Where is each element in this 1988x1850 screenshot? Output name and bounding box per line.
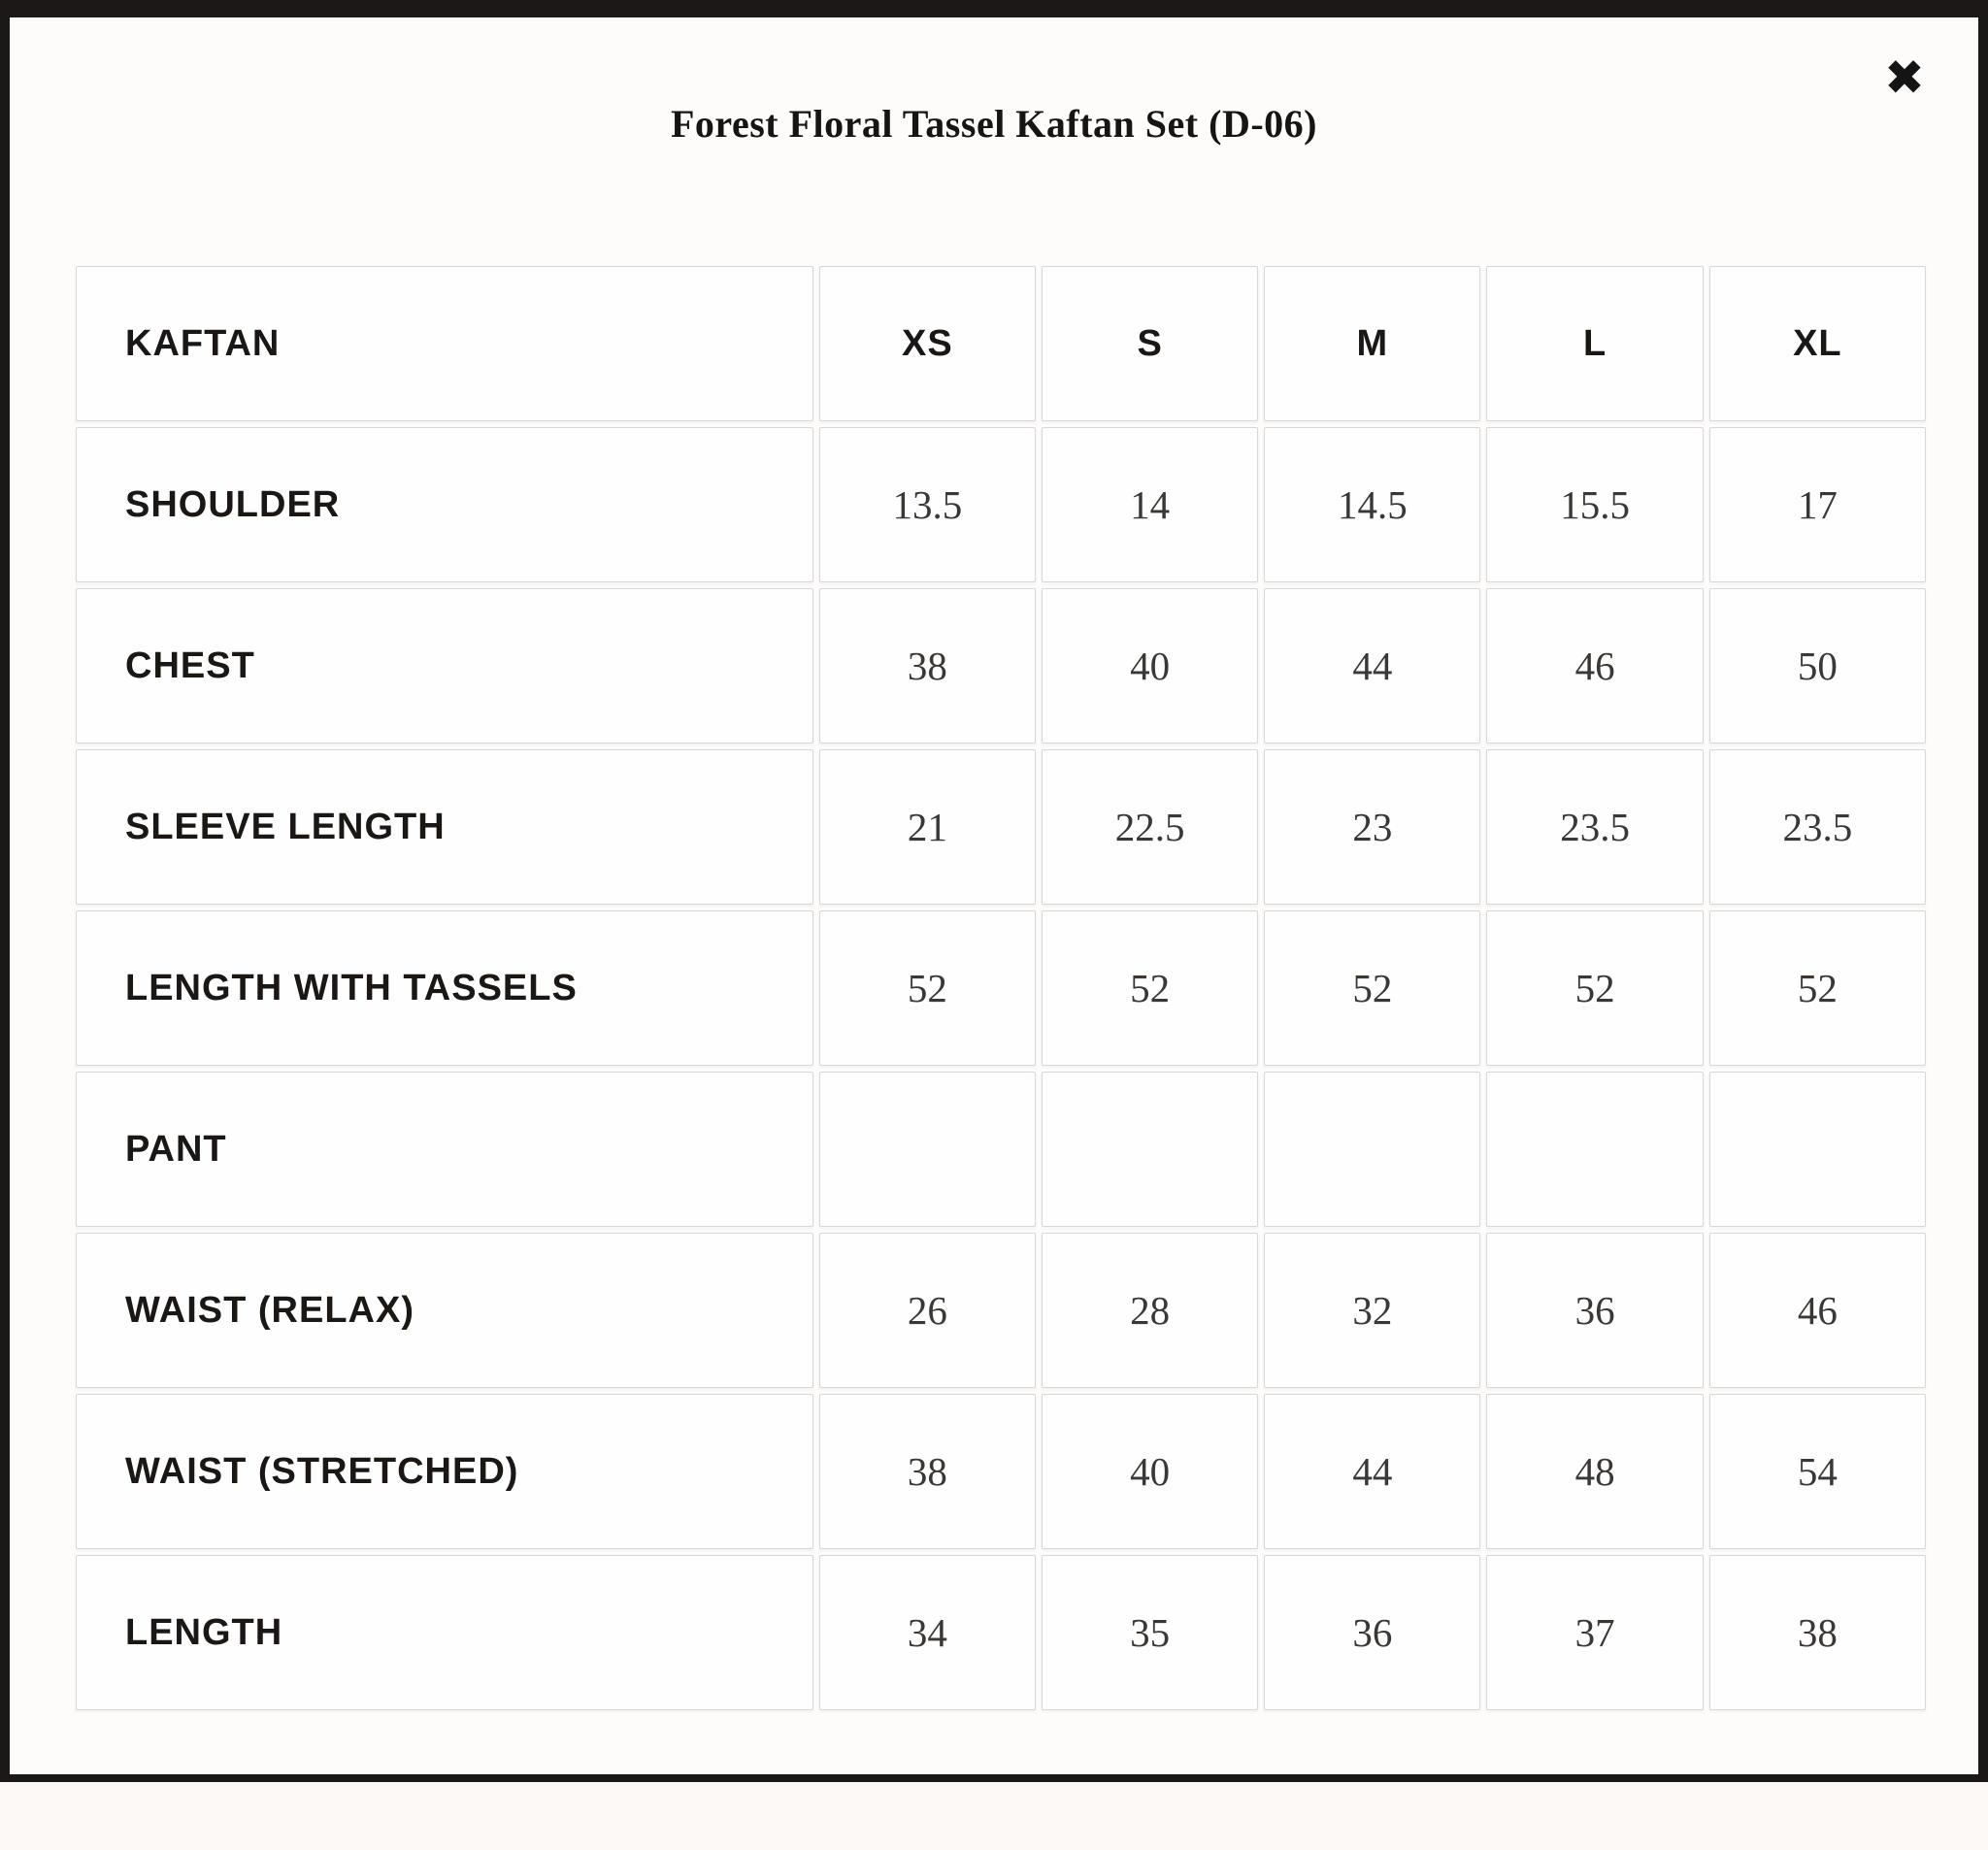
measurement-label: LENGTH WITH TASSELS	[76, 910, 813, 1066]
header-row: KAFTAN XS S M L XL	[76, 266, 1926, 421]
measurement-value	[1486, 1072, 1704, 1227]
measurement-value: 44	[1264, 1394, 1481, 1549]
measurement-value: 46	[1486, 588, 1704, 743]
measurement-value: 23.5	[1708, 749, 1926, 905]
header-size-xl: XL	[1708, 266, 1926, 421]
size-chart-container: KAFTAN XS S M L XL SHOULDER 13.5 14 14.5 15.5 17 CH…	[70, 260, 1932, 1716]
measurement-value: 13.5	[818, 427, 1036, 582]
measurement-value: 38	[1708, 1555, 1926, 1710]
measurement-value: 37	[1486, 1555, 1704, 1710]
measurement-value: 34	[818, 1555, 1036, 1710]
measurement-value: 14.5	[1264, 427, 1481, 582]
measurement-value: 52	[1042, 910, 1259, 1066]
header-size-m: M	[1264, 266, 1481, 421]
measurement-label: SHOULDER	[76, 427, 813, 582]
measurement-value	[1708, 1072, 1926, 1227]
page-below-modal	[0, 1782, 1988, 1850]
measurement-value: 21	[818, 749, 1036, 905]
header-size-xs: XS	[818, 266, 1036, 421]
table-row: WAIST (STRETCHED) 38 40 44 48 54	[76, 1394, 1926, 1549]
size-chart-table: KAFTAN XS S M L XL SHOULDER 13.5 14 14.5 15.5 17 CH…	[70, 260, 1932, 1716]
close-icon[interactable]: ✖	[1873, 47, 1936, 109]
table-row: SLEEVE LENGTH 21 22.5 23 23.5 23.5	[76, 749, 1926, 905]
table-row: SHOULDER 13.5 14 14.5 15.5 17	[76, 427, 1926, 582]
measurement-value: 46	[1708, 1233, 1926, 1388]
size-chart-body: SHOULDER 13.5 14 14.5 15.5 17 CHEST 38 40 44 46 50 S…	[76, 427, 1926, 1710]
table-row: WAIST (RELAX) 26 28 32 36 46	[76, 1233, 1926, 1388]
measurement-value: 52	[1264, 910, 1481, 1066]
measurement-label: WAIST (RELAX)	[76, 1233, 813, 1388]
measurement-value: 52	[818, 910, 1036, 1066]
table-row: CHEST 38 40 44 46 50	[76, 588, 1926, 743]
table-row: LENGTH WITH TASSELS 52 52 52 52 52	[76, 910, 1926, 1066]
measurement-value: 32	[1264, 1233, 1481, 1388]
header-size-l: L	[1486, 266, 1704, 421]
measurement-value: 48	[1486, 1394, 1704, 1549]
measurement-value: 28	[1042, 1233, 1259, 1388]
measurement-value	[1264, 1072, 1481, 1227]
measurement-value: 22.5	[1042, 749, 1259, 905]
measurement-value: 17	[1708, 427, 1926, 582]
header-size-s: S	[1042, 266, 1259, 421]
measurement-value: 52	[1486, 910, 1704, 1066]
header-garment-label: KAFTAN	[76, 266, 813, 421]
measurement-value: 26	[818, 1233, 1036, 1388]
measurement-label: CHEST	[76, 588, 813, 743]
table-row: LENGTH 34 35 36 37 38	[76, 1555, 1926, 1710]
measurement-value: 38	[818, 1394, 1036, 1549]
measurement-value	[818, 1072, 1036, 1227]
measurement-value: 50	[1708, 588, 1926, 743]
measurement-label: WAIST (STRETCHED)	[76, 1394, 813, 1549]
measurement-value: 14	[1042, 427, 1259, 582]
measurement-value	[1042, 1072, 1259, 1227]
measurement-value: 15.5	[1486, 427, 1704, 582]
size-chart-modal: ✖ Forest Floral Tassel Kaftan Set (D-06)…	[10, 17, 1978, 1774]
measurement-label: PANT	[76, 1072, 813, 1227]
measurement-value: 52	[1708, 910, 1926, 1066]
table-row: PANT	[76, 1072, 1926, 1227]
measurement-value: 40	[1042, 588, 1259, 743]
measurement-value: 23.5	[1486, 749, 1704, 905]
measurement-value: 38	[818, 588, 1036, 743]
measurement-value: 23	[1264, 749, 1481, 905]
measurement-label: LENGTH	[76, 1555, 813, 1710]
measurement-label: SLEEVE LENGTH	[76, 749, 813, 905]
measurement-value: 35	[1042, 1555, 1259, 1710]
measurement-value: 44	[1264, 588, 1481, 743]
page-backdrop: ✖ Forest Floral Tassel Kaftan Set (D-06)…	[0, 0, 1988, 1782]
measurement-value: 40	[1042, 1394, 1259, 1549]
measurement-value: 36	[1264, 1555, 1481, 1710]
size-chart-header: KAFTAN XS S M L XL	[76, 266, 1926, 421]
modal-title: Forest Floral Tassel Kaftan Set (D-06)	[671, 102, 1317, 146]
measurement-value: 54	[1708, 1394, 1926, 1549]
measurement-value: 36	[1486, 1233, 1704, 1388]
